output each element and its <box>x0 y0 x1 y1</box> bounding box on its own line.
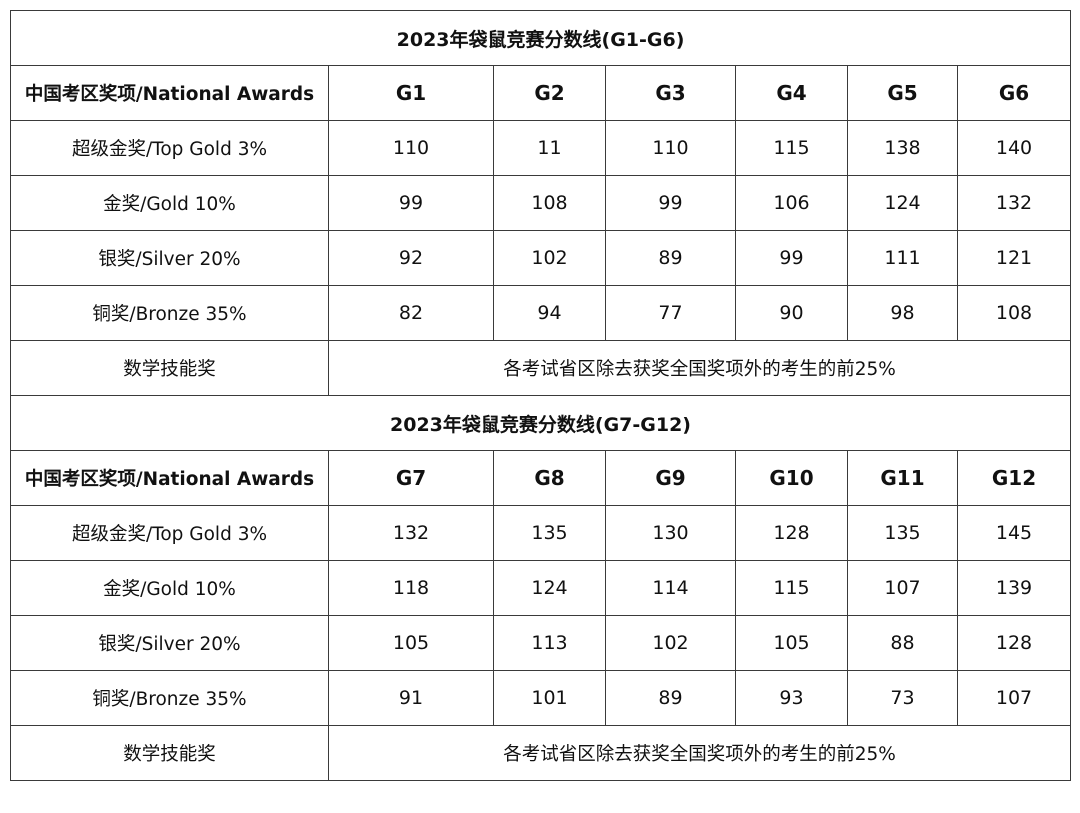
score-cell: 113 <box>493 615 606 671</box>
score-cell: 110 <box>605 120 736 176</box>
score-cell: 89 <box>605 670 736 726</box>
score-cell: 111 <box>847 230 958 286</box>
score-cell: 139 <box>956 560 1072 616</box>
score-cell: 102 <box>493 230 606 286</box>
score-cell: 105 <box>735 615 848 671</box>
skill-award-note: 各考试省区除去获奖全国奖项外的考生的前25% <box>327 340 1072 396</box>
table-row-top-gold: 超级金奖/Top Gold 3% 132 135 130 128 135 145 <box>10 505 1072 561</box>
score-cell: 115 <box>735 120 848 176</box>
skill-award-note: 各考试省区除去获奖全国奖项外的考生的前25% <box>327 725 1072 781</box>
header-row: 中国考区奖项/National Awards G1 G2 G3 G4 G5 G6 <box>10 65 1072 121</box>
score-cell: 118 <box>328 560 494 616</box>
table-row-top-gold: 超级金奖/Top Gold 3% 110 11 110 115 138 140 <box>10 120 1072 176</box>
score-cell: 92 <box>328 230 494 286</box>
awards-column-header: 中国考区奖项/National Awards <box>10 65 329 121</box>
score-cell: 107 <box>847 560 958 616</box>
score-cell: 108 <box>493 175 606 231</box>
score-cell: 138 <box>847 120 958 176</box>
award-label: 超级金奖/Top Gold 3% <box>10 505 329 561</box>
table-title-row: 2023年袋鼠竞赛分数线(G1-G6) <box>9 10 1072 66</box>
table-title: 2023年袋鼠竞赛分数线(G1-G6) <box>9 10 1072 66</box>
award-label: 银奖/Silver 20% <box>10 615 329 671</box>
score-cell: 105 <box>328 615 494 671</box>
table-row-bronze: 铜奖/Bronze 35% 82 94 77 90 98 108 <box>10 285 1072 341</box>
skill-award-label: 数学技能奖 <box>10 725 329 781</box>
score-cell: 128 <box>735 505 848 561</box>
score-cell: 135 <box>493 505 606 561</box>
score-cell: 132 <box>328 505 494 561</box>
score-cell: 99 <box>735 230 848 286</box>
score-cell: 102 <box>605 615 736 671</box>
grade-header: G1 <box>328 65 494 121</box>
grade-header: G10 <box>735 450 848 506</box>
grade-header: G8 <box>493 450 606 506</box>
score-cell: 114 <box>605 560 736 616</box>
table-row-gold: 金奖/Gold 10% 118 124 114 115 107 139 <box>10 560 1072 616</box>
score-cell: 98 <box>847 285 958 341</box>
score-cell: 121 <box>956 230 1072 286</box>
score-cell: 89 <box>605 230 736 286</box>
score-cell: 77 <box>605 285 736 341</box>
score-cell: 82 <box>328 285 494 341</box>
score-cell: 90 <box>735 285 848 341</box>
score-cell: 132 <box>956 175 1072 231</box>
skill-award-label: 数学技能奖 <box>10 340 329 396</box>
score-cell: 88 <box>847 615 958 671</box>
grade-header: G11 <box>847 450 958 506</box>
grade-header: G7 <box>328 450 494 506</box>
grade-header: G6 <box>956 65 1072 121</box>
score-cell: 124 <box>847 175 958 231</box>
table-row-silver: 银奖/Silver 20% 105 113 102 105 88 128 <box>10 615 1072 671</box>
score-cell: 140 <box>956 120 1072 176</box>
grade-header: G2 <box>493 65 606 121</box>
grade-header: G5 <box>847 65 958 121</box>
grade-header: G4 <box>735 65 848 121</box>
score-cell: 130 <box>605 505 736 561</box>
score-cell: 115 <box>735 560 848 616</box>
grade-header: G9 <box>605 450 736 506</box>
table-row-skill-award: 数学技能奖 各考试省区除去获奖全国奖项外的考生的前25% <box>10 725 1072 781</box>
score-cell: 124 <box>493 560 606 616</box>
award-label: 银奖/Silver 20% <box>10 230 329 286</box>
score-cell: 107 <box>956 670 1072 726</box>
table-row-gold: 金奖/Gold 10% 99 108 99 106 124 132 <box>10 175 1072 231</box>
score-cell: 128 <box>956 615 1072 671</box>
table-row-silver: 银奖/Silver 20% 92 102 89 99 111 121 <box>10 230 1072 286</box>
score-cell: 93 <box>735 670 848 726</box>
grade-header: G12 <box>956 450 1072 506</box>
award-label: 金奖/Gold 10% <box>10 560 329 616</box>
table-row-bronze: 铜奖/Bronze 35% 91 101 89 93 73 107 <box>10 670 1072 726</box>
score-cell: 106 <box>735 175 848 231</box>
score-cell: 11 <box>493 120 606 176</box>
score-cell: 145 <box>956 505 1072 561</box>
awards-column-header: 中国考区奖项/National Awards <box>10 450 329 506</box>
score-cell: 135 <box>847 505 958 561</box>
grade-header: G3 <box>605 65 736 121</box>
score-cell: 108 <box>956 285 1072 341</box>
score-cell: 110 <box>328 120 494 176</box>
award-label: 超级金奖/Top Gold 3% <box>10 120 329 176</box>
score-cell: 94 <box>493 285 606 341</box>
score-cell: 101 <box>493 670 606 726</box>
score-cell: 99 <box>605 175 736 231</box>
table-row-skill-award: 数学技能奖 各考试省区除去获奖全国奖项外的考生的前25% <box>10 340 1072 396</box>
score-cell: 73 <box>847 670 958 726</box>
score-cell: 99 <box>328 175 494 231</box>
score-cutoff-table: 2023年袋鼠竞赛分数线(G1-G6) 中国考区奖项/National Awar… <box>9 10 1072 781</box>
award-label: 金奖/Gold 10% <box>10 175 329 231</box>
table-title-row: 2023年袋鼠竞赛分数线(G7-G12) <box>9 395 1072 451</box>
table-title: 2023年袋鼠竞赛分数线(G7-G12) <box>9 395 1072 451</box>
score-cell: 91 <box>328 670 494 726</box>
header-row: 中国考区奖项/National Awards G7 G8 G9 G10 G11 … <box>10 450 1072 506</box>
award-label: 铜奖/Bronze 35% <box>10 670 329 726</box>
award-label: 铜奖/Bronze 35% <box>10 285 329 341</box>
